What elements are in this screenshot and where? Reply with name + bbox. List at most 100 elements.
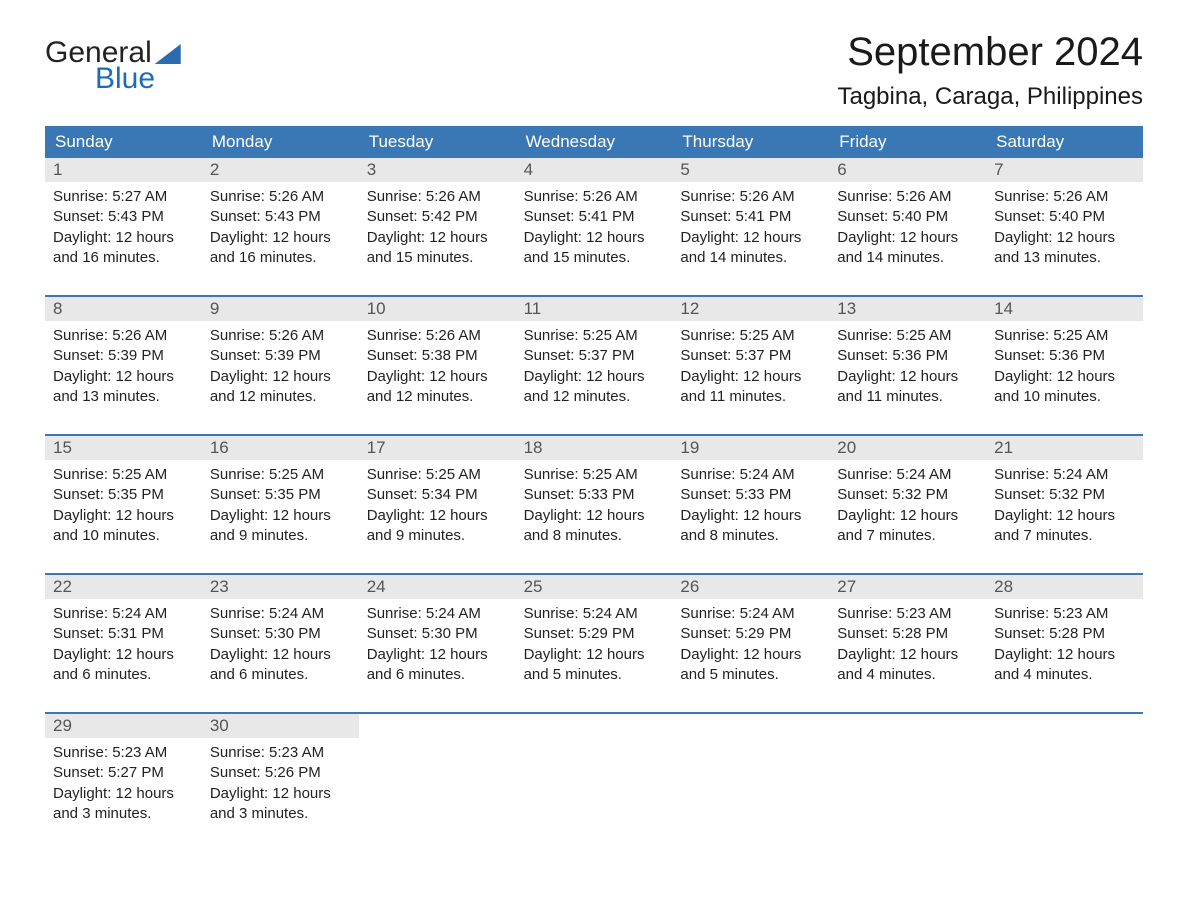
day-number: 14: [986, 297, 1143, 321]
day-cell: 28Sunrise: 5:23 AMSunset: 5:28 PMDayligh…: [986, 575, 1143, 690]
sunset-line: Sunset: 5:29 PM: [680, 624, 821, 644]
sunrise-line: Sunrise: 5:26 AM: [53, 326, 194, 346]
sunset-line: Sunset: 5:32 PM: [994, 485, 1135, 505]
sunrise-line: Sunrise: 5:25 AM: [994, 326, 1135, 346]
day-body: Sunrise: 5:24 AMSunset: 5:30 PMDaylight:…: [359, 599, 516, 690]
daylight-line-2: and 13 minutes.: [53, 387, 194, 407]
sunrise-line: Sunrise: 5:26 AM: [837, 187, 978, 207]
day-cell: 12Sunrise: 5:25 AMSunset: 5:37 PMDayligh…: [672, 297, 829, 412]
sunrise-line: Sunrise: 5:27 AM: [53, 187, 194, 207]
daylight-line-2: and 4 minutes.: [837, 665, 978, 685]
daylight-line-1: Daylight: 12 hours: [837, 506, 978, 526]
day-body: Sunrise: 5:25 AMSunset: 5:35 PMDaylight:…: [45, 460, 202, 551]
flag-icon: [155, 44, 181, 64]
day-cell: 17Sunrise: 5:25 AMSunset: 5:34 PMDayligh…: [359, 436, 516, 551]
day-body: Sunrise: 5:24 AMSunset: 5:29 PMDaylight:…: [516, 599, 673, 690]
daylight-line-2: and 5 minutes.: [524, 665, 665, 685]
daylight-line-2: and 13 minutes.: [994, 248, 1135, 268]
sunrise-line: Sunrise: 5:26 AM: [367, 326, 508, 346]
daylight-line-2: and 14 minutes.: [837, 248, 978, 268]
daylight-line-2: and 12 minutes.: [367, 387, 508, 407]
sunset-line: Sunset: 5:36 PM: [994, 346, 1135, 366]
day-body: Sunrise: 5:24 AMSunset: 5:30 PMDaylight:…: [202, 599, 359, 690]
sunrise-line: Sunrise: 5:23 AM: [994, 604, 1135, 624]
day-number: 19: [672, 436, 829, 460]
daylight-line-1: Daylight: 12 hours: [524, 228, 665, 248]
day-number: 16: [202, 436, 359, 460]
day-cell: 18Sunrise: 5:25 AMSunset: 5:33 PMDayligh…: [516, 436, 673, 551]
daylight-line-1: Daylight: 12 hours: [994, 367, 1135, 387]
logo-text-2: Blue: [45, 64, 181, 94]
day-number: 11: [516, 297, 673, 321]
day-cell: 1Sunrise: 5:27 AMSunset: 5:43 PMDaylight…: [45, 158, 202, 273]
day-body: Sunrise: 5:26 AMSunset: 5:39 PMDaylight:…: [202, 321, 359, 412]
daylight-line-1: Daylight: 12 hours: [680, 506, 821, 526]
day-body: Sunrise: 5:23 AMSunset: 5:28 PMDaylight:…: [986, 599, 1143, 690]
day-number: 18: [516, 436, 673, 460]
day-body: Sunrise: 5:26 AMSunset: 5:40 PMDaylight:…: [986, 182, 1143, 273]
sunrise-line: Sunrise: 5:25 AM: [837, 326, 978, 346]
daylight-line-2: and 14 minutes.: [680, 248, 821, 268]
day-body: Sunrise: 5:25 AMSunset: 5:35 PMDaylight:…: [202, 460, 359, 551]
day-cell: 9Sunrise: 5:26 AMSunset: 5:39 PMDaylight…: [202, 297, 359, 412]
daylight-line-2: and 6 minutes.: [210, 665, 351, 685]
day-cell: 20Sunrise: 5:24 AMSunset: 5:32 PMDayligh…: [829, 436, 986, 551]
day-number: 5: [672, 158, 829, 182]
daylight-line-1: Daylight: 12 hours: [367, 506, 508, 526]
day-body: Sunrise: 5:27 AMSunset: 5:43 PMDaylight:…: [45, 182, 202, 273]
daylight-line-1: Daylight: 12 hours: [837, 228, 978, 248]
daylight-line-1: Daylight: 12 hours: [994, 506, 1135, 526]
week-row: 29Sunrise: 5:23 AMSunset: 5:27 PMDayligh…: [45, 712, 1143, 829]
daylight-line-2: and 8 minutes.: [680, 526, 821, 546]
day-number: 24: [359, 575, 516, 599]
sunrise-line: Sunrise: 5:25 AM: [524, 465, 665, 485]
day-cell: 29Sunrise: 5:23 AMSunset: 5:27 PMDayligh…: [45, 714, 202, 829]
day-number: 6: [829, 158, 986, 182]
sunrise-line: Sunrise: 5:23 AM: [837, 604, 978, 624]
logo: General Blue: [45, 30, 181, 94]
daylight-line-2: and 12 minutes.: [210, 387, 351, 407]
day-number: 17: [359, 436, 516, 460]
daylight-line-1: Daylight: 12 hours: [680, 228, 821, 248]
day-cell: [829, 714, 986, 829]
day-body: Sunrise: 5:25 AMSunset: 5:37 PMDaylight:…: [672, 321, 829, 412]
daylight-line-2: and 8 minutes.: [524, 526, 665, 546]
day-cell: 22Sunrise: 5:24 AMSunset: 5:31 PMDayligh…: [45, 575, 202, 690]
day-number: 21: [986, 436, 1143, 460]
day-body: Sunrise: 5:23 AMSunset: 5:28 PMDaylight:…: [829, 599, 986, 690]
sunrise-line: Sunrise: 5:24 AM: [994, 465, 1135, 485]
day-body: Sunrise: 5:26 AMSunset: 5:39 PMDaylight:…: [45, 321, 202, 412]
daylight-line-1: Daylight: 12 hours: [210, 367, 351, 387]
day-body: Sunrise: 5:26 AMSunset: 5:43 PMDaylight:…: [202, 182, 359, 273]
day-cell: 19Sunrise: 5:24 AMSunset: 5:33 PMDayligh…: [672, 436, 829, 551]
day-cell: 23Sunrise: 5:24 AMSunset: 5:30 PMDayligh…: [202, 575, 359, 690]
sunrise-line: Sunrise: 5:26 AM: [524, 187, 665, 207]
day-cell: 30Sunrise: 5:23 AMSunset: 5:26 PMDayligh…: [202, 714, 359, 829]
daylight-line-1: Daylight: 12 hours: [680, 367, 821, 387]
day-body: Sunrise: 5:25 AMSunset: 5:34 PMDaylight:…: [359, 460, 516, 551]
daylight-line-2: and 7 minutes.: [837, 526, 978, 546]
sunrise-line: Sunrise: 5:25 AM: [367, 465, 508, 485]
day-number: 10: [359, 297, 516, 321]
title-block: September 2024 Tagbina, Caraga, Philippi…: [837, 30, 1143, 121]
week-row: 1Sunrise: 5:27 AMSunset: 5:43 PMDaylight…: [45, 158, 1143, 273]
weekday-header: Wednesday: [516, 126, 673, 158]
day-cell: [672, 714, 829, 829]
sunrise-line: Sunrise: 5:24 AM: [680, 604, 821, 624]
day-body: Sunrise: 5:25 AMSunset: 5:37 PMDaylight:…: [516, 321, 673, 412]
daylight-line-1: Daylight: 12 hours: [680, 645, 821, 665]
day-number: 3: [359, 158, 516, 182]
day-body: Sunrise: 5:26 AMSunset: 5:38 PMDaylight:…: [359, 321, 516, 412]
daylight-line-2: and 10 minutes.: [53, 526, 194, 546]
daylight-line-2: and 15 minutes.: [524, 248, 665, 268]
day-number: 22: [45, 575, 202, 599]
day-number: 20: [829, 436, 986, 460]
sunset-line: Sunset: 5:41 PM: [680, 207, 821, 227]
sunset-line: Sunset: 5:32 PM: [837, 485, 978, 505]
day-body: Sunrise: 5:26 AMSunset: 5:41 PMDaylight:…: [516, 182, 673, 273]
daylight-line-1: Daylight: 12 hours: [210, 506, 351, 526]
day-body: Sunrise: 5:25 AMSunset: 5:33 PMDaylight:…: [516, 460, 673, 551]
daylight-line-2: and 9 minutes.: [210, 526, 351, 546]
sunrise-line: Sunrise: 5:23 AM: [210, 743, 351, 763]
day-body: Sunrise: 5:26 AMSunset: 5:42 PMDaylight:…: [359, 182, 516, 273]
